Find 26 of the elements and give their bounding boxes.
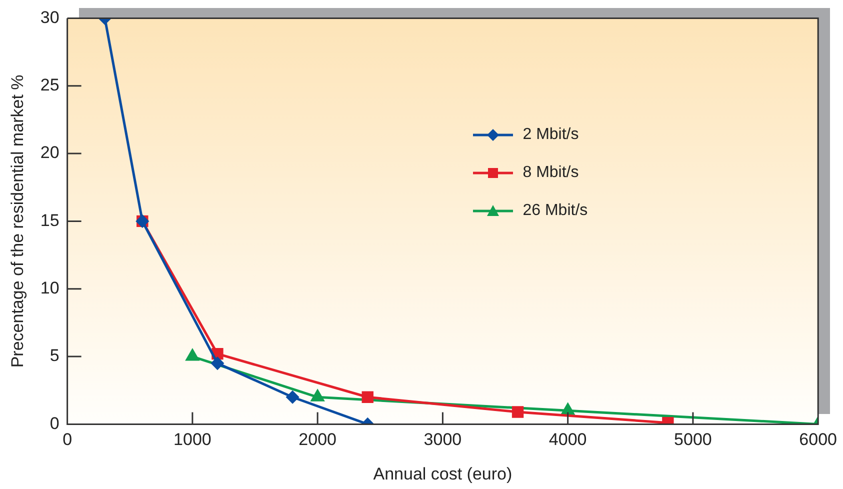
x-tick-label: 3000: [424, 430, 462, 450]
point: [561, 403, 574, 415]
y-tick-label: 0: [50, 414, 60, 433]
x-tick-label: 6000: [799, 430, 838, 450]
x-tick-label: 4000: [548, 430, 587, 450]
y-tick-label: 20: [40, 143, 60, 162]
x-axis-title: Annual cost (euro): [373, 464, 512, 484]
y-tick-label: 15: [40, 210, 60, 230]
y-axis-title: Precentage of the residential market %: [8, 74, 27, 368]
point: [286, 390, 299, 404]
point: [186, 349, 199, 361]
x-tick-label: 0: [62, 430, 72, 450]
point: [362, 391, 374, 403]
legend-label: 8 Mbit/s: [522, 164, 579, 182]
legend-label: 26 Mbit/s: [522, 202, 588, 220]
x-tick-label: 2000: [298, 430, 336, 450]
y-tick-label: 30: [40, 8, 60, 27]
y-tick-label: 10: [40, 278, 60, 298]
legend-label: 2 Mbit/s: [522, 126, 579, 144]
point: [512, 406, 524, 418]
point: [211, 357, 224, 370]
x-tick-label: 5000: [674, 430, 712, 450]
point: [311, 390, 324, 402]
x-tick-label: 1000: [174, 430, 212, 450]
y-tick-label: 25: [40, 76, 60, 95]
y-tick-label: 5: [50, 346, 60, 366]
